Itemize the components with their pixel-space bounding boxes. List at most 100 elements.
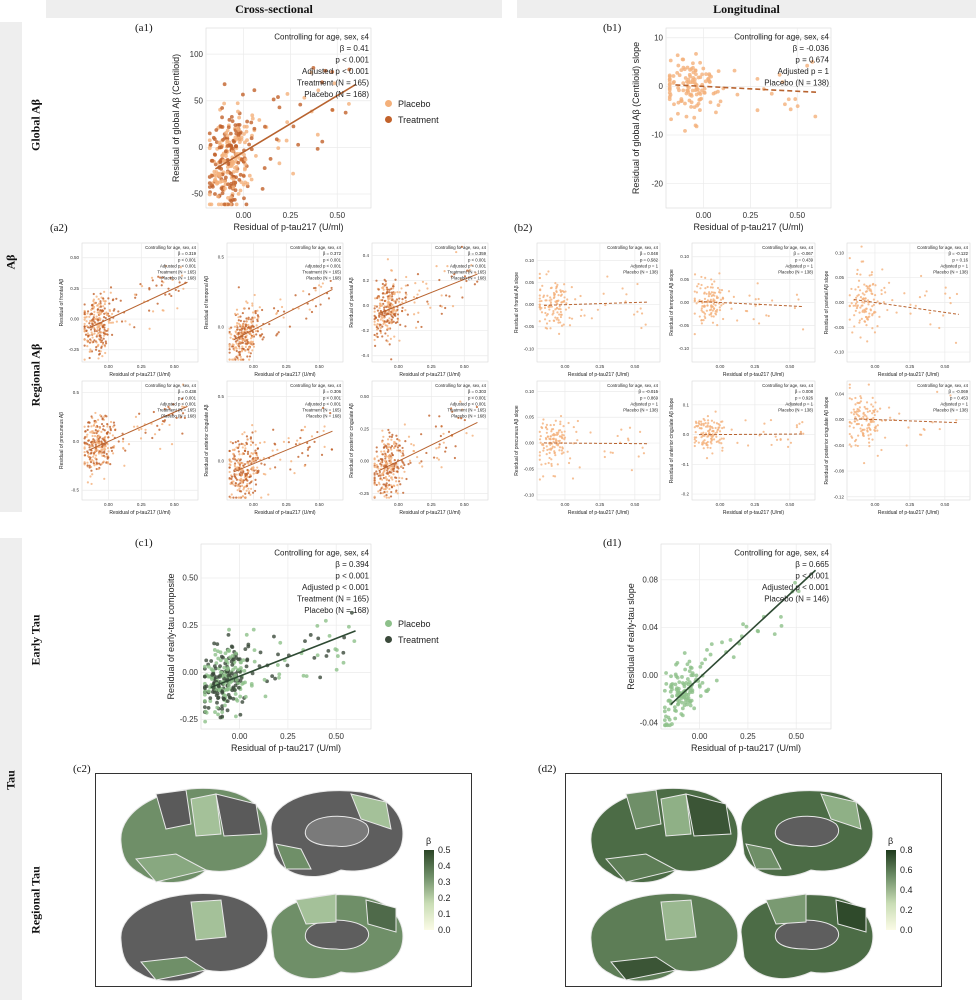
x-tick-label: 0.00 — [871, 502, 880, 507]
data-point-placebo — [408, 459, 412, 462]
data-point-placebo — [709, 446, 712, 450]
data-point-placebo — [559, 414, 563, 418]
annotation-line: β = -0.067 — [793, 251, 813, 256]
annotation-line: β = 0.008 — [795, 389, 814, 394]
data-point-placebo — [379, 326, 382, 330]
data-point-placebo — [786, 438, 790, 441]
data-point-treatment — [239, 319, 242, 322]
data-point-placebo — [459, 286, 463, 289]
brain-medial-left — [740, 790, 874, 877]
data-point-placebo — [244, 447, 247, 450]
data-point-placebo — [104, 351, 107, 355]
data-point-placebo — [858, 319, 861, 322]
data-point-placebo — [549, 435, 552, 438]
data-point-treatment — [207, 181, 212, 186]
data-point-placebo — [148, 327, 151, 330]
data-point-placebo — [690, 80, 695, 85]
data-point-placebo — [550, 305, 553, 308]
data-point-treatment — [212, 152, 217, 157]
data-point-treatment — [213, 162, 218, 167]
y-tick-label: -0.4 — [361, 353, 369, 358]
data-point-placebo — [104, 448, 107, 451]
data-point-placebo — [700, 432, 703, 435]
data-point-treatment — [246, 340, 249, 343]
data-point-placebo — [275, 663, 280, 667]
data-point-placebo — [399, 450, 402, 453]
data-point-treatment — [83, 441, 86, 445]
annotation-line: Controlling for age, sex, ε4 — [274, 33, 369, 42]
brain-medial-right — [740, 893, 874, 980]
data-point-treatment — [96, 318, 99, 321]
y-axis-label: Residual of frontal Aβ — [59, 279, 65, 327]
data-point-placebo — [254, 430, 257, 433]
data-point-placebo — [711, 433, 714, 436]
data-point-treatment — [241, 174, 246, 178]
data-point-placebo — [552, 296, 555, 300]
data-point-placebo — [207, 689, 211, 694]
data-point-treatment — [139, 283, 142, 286]
data-point-treatment — [237, 446, 240, 450]
data-point-placebo — [252, 648, 257, 653]
annotation-line: β = 0.303 — [468, 389, 487, 394]
legend-tau: Placebo Treatment — [385, 616, 439, 648]
data-point-placebo — [568, 324, 572, 327]
data-point-placebo — [714, 678, 719, 683]
data-point-placebo — [928, 311, 932, 315]
regression-line — [698, 300, 804, 308]
data-point-placebo — [870, 420, 874, 423]
data-point-placebo — [870, 403, 873, 406]
data-point-placebo — [859, 306, 862, 309]
data-point-placebo — [247, 351, 250, 354]
data-point-placebo — [236, 109, 240, 114]
data-point-placebo — [672, 102, 676, 107]
annotation-line: p = 0.674 — [795, 56, 829, 65]
data-point-treatment — [212, 137, 217, 142]
data-point-placebo — [670, 722, 674, 726]
data-point-treatment — [416, 273, 420, 276]
data-point-placebo — [802, 432, 805, 435]
data-point-placebo — [396, 492, 399, 495]
data-point-placebo — [547, 461, 550, 465]
data-point-placebo — [701, 305, 704, 308]
data-point-placebo — [100, 323, 103, 326]
annotation-line: Treatment (N = 165) — [297, 79, 369, 88]
data-point-placebo — [541, 442, 545, 446]
chart-b2-posterior-cingulate: 0.00 0.25 0.50-0.12-0.08-0.040.000.04Resid… — [824, 380, 971, 516]
data-point-treatment — [240, 700, 245, 704]
data-point-placebo — [863, 413, 866, 417]
data-point-placebo — [379, 318, 382, 321]
annotation-line: Controlling for age, sex, ε4 — [734, 549, 829, 558]
data-point-placebo — [392, 484, 395, 487]
data-point-placebo — [253, 293, 256, 297]
data-point-treatment — [83, 311, 86, 314]
data-point-placebo — [708, 652, 713, 657]
legend-dot-treatment — [385, 636, 392, 643]
annotation-line: Adjusted p < 0.001 — [302, 583, 369, 592]
data-point-placebo — [694, 420, 698, 423]
data-point-placebo — [554, 419, 557, 422]
data-point-placebo — [716, 103, 721, 108]
y-tick-label: -20 — [651, 179, 663, 188]
data-point-placebo — [437, 458, 440, 461]
data-point-placebo — [237, 358, 240, 361]
data-point-placebo — [418, 462, 421, 465]
data-point-placebo — [539, 441, 542, 444]
annotation-line: Controlling for age, sex, ε4 — [435, 245, 486, 250]
data-point-treatment — [246, 355, 249, 358]
data-point-treatment — [387, 428, 390, 432]
data-point-placebo — [94, 431, 97, 434]
data-point-treatment — [256, 330, 259, 333]
data-point-placebo — [393, 446, 396, 450]
data-point-treatment — [223, 175, 228, 180]
annotation-line: β = -0.036 — [793, 44, 830, 53]
data-point-placebo — [710, 311, 713, 314]
data-point-placebo — [247, 487, 250, 490]
data-point-placebo — [245, 300, 248, 303]
data-point-placebo — [850, 422, 853, 425]
data-point-placebo — [260, 327, 263, 331]
annotation-line: Placebo (N = 168) — [304, 606, 369, 615]
data-point-treatment — [242, 358, 245, 361]
data-point-treatment — [396, 308, 399, 311]
